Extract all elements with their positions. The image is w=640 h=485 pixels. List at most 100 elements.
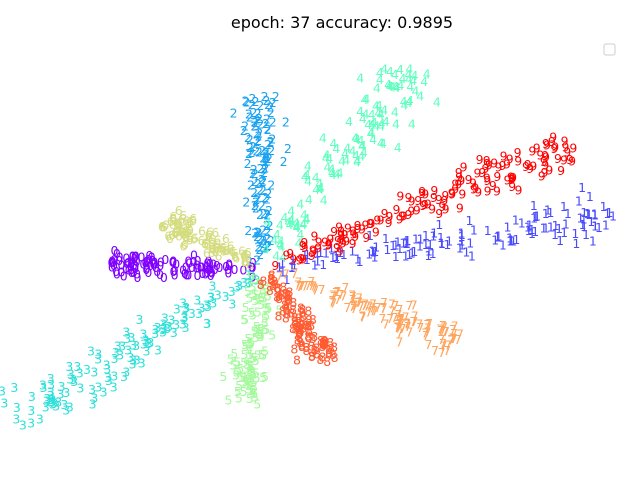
point-label-9: 9 [441, 188, 449, 203]
point-label-5: 5 [253, 396, 261, 411]
point-label-4: 4 [409, 73, 417, 88]
point-label-1: 1 [366, 228, 374, 243]
point-label-4: 4 [272, 249, 280, 264]
point-label-9: 9 [337, 224, 345, 239]
point-label-1: 1 [317, 245, 325, 260]
point-label-2: 2 [260, 165, 268, 180]
point-label-9: 9 [435, 192, 443, 207]
point-label-3: 3 [159, 325, 167, 340]
point-label-5: 5 [247, 371, 255, 386]
point-label-7: 7 [410, 314, 418, 329]
point-label-9: 9 [271, 258, 279, 273]
point-label-3: 3 [60, 397, 68, 412]
point-label-7: 7 [450, 326, 458, 341]
point-label-1: 1 [422, 228, 430, 243]
point-label-6: 6 [221, 243, 229, 258]
point-label-3: 3 [193, 293, 201, 308]
point-label-2: 2 [259, 173, 267, 188]
point-label-4: 4 [374, 106, 382, 121]
point-label-3: 3 [180, 311, 188, 326]
point-label-2: 2 [241, 118, 249, 133]
point-label-9: 9 [405, 207, 413, 222]
point-label-9: 9 [299, 238, 307, 253]
point-label-2: 2 [262, 154, 270, 169]
point-label-5: 5 [252, 353, 260, 368]
point-label-0: 0 [143, 258, 151, 273]
point-label-4: 4 [367, 126, 375, 141]
point-label-6: 6 [232, 251, 240, 266]
point-label-0: 0 [127, 259, 135, 274]
point-label-3: 3 [43, 393, 51, 408]
point-label-9: 9 [549, 130, 557, 145]
point-label-7: 7 [276, 269, 284, 284]
point-label-7: 7 [431, 343, 439, 358]
point-label-3: 3 [57, 387, 65, 402]
point-label-1: 1 [605, 205, 613, 220]
point-label-5: 5 [245, 378, 253, 393]
point-label-6: 6 [183, 231, 191, 246]
point-label-8: 8 [284, 291, 292, 306]
point-label-6: 6 [222, 231, 230, 246]
point-label-0: 0 [127, 263, 135, 278]
point-label-5: 5 [233, 364, 241, 379]
point-label-3: 3 [47, 388, 55, 403]
point-label-9: 9 [424, 196, 432, 211]
point-label-7: 7 [369, 296, 377, 311]
point-label-4: 4 [368, 117, 376, 132]
point-label-3: 3 [129, 337, 137, 352]
point-label-5: 5 [233, 355, 241, 370]
point-label-1: 1 [394, 235, 402, 250]
point-label-3: 3 [222, 289, 230, 304]
point-label-8: 8 [259, 273, 267, 288]
point-label-9: 9 [309, 243, 317, 258]
point-label-6: 6 [167, 214, 175, 229]
point-label-5: 5 [248, 335, 256, 350]
point-label-2: 2 [258, 198, 266, 213]
point-label-4: 4 [312, 170, 320, 185]
point-label-7: 7 [295, 275, 303, 290]
point-label-8: 8 [282, 301, 290, 316]
point-label-1: 1 [591, 207, 599, 222]
point-label-2: 2 [253, 134, 261, 149]
point-label-4: 4 [369, 132, 377, 147]
point-label-8: 8 [289, 321, 297, 336]
point-label-4: 4 [359, 111, 367, 126]
point-label-7: 7 [444, 338, 452, 353]
point-label-5: 5 [246, 382, 254, 397]
point-label-3: 3 [105, 373, 113, 388]
point-label-2: 2 [249, 139, 257, 154]
point-label-1: 1 [356, 254, 364, 269]
point-label-8: 8 [319, 335, 327, 350]
point-label-1: 1 [509, 233, 517, 248]
point-label-1: 1 [582, 227, 590, 242]
point-label-3: 3 [233, 280, 241, 295]
point-label-1: 1 [532, 209, 540, 224]
point-label-4: 4 [276, 238, 284, 253]
point-label-5: 5 [259, 370, 267, 385]
point-label-0: 0 [111, 243, 119, 258]
point-label-1: 1 [288, 260, 296, 275]
point-label-5: 5 [262, 282, 270, 297]
point-label-2: 2 [252, 144, 260, 159]
point-label-1: 1 [402, 248, 410, 263]
point-label-5: 5 [234, 384, 242, 399]
point-label-3: 3 [40, 380, 48, 395]
point-label-1: 1 [585, 207, 593, 222]
point-label-6: 6 [175, 216, 183, 231]
point-label-5: 5 [238, 370, 246, 385]
point-label-9: 9 [485, 157, 493, 172]
point-label-4: 4 [351, 131, 359, 146]
point-label-7: 7 [454, 332, 462, 347]
point-label-3: 3 [244, 267, 252, 282]
point-label-9: 9 [522, 159, 530, 174]
point-label-4: 4 [382, 114, 390, 129]
point-label-7: 7 [328, 295, 336, 310]
point-label-9: 9 [568, 154, 576, 169]
point-label-2: 2 [267, 178, 275, 193]
point-label-5: 5 [253, 371, 261, 386]
point-label-6: 6 [213, 237, 221, 252]
point-label-7: 7 [311, 283, 319, 298]
point-label-3: 3 [188, 306, 196, 321]
point-label-9: 9 [476, 152, 484, 167]
point-label-5: 5 [227, 352, 235, 367]
